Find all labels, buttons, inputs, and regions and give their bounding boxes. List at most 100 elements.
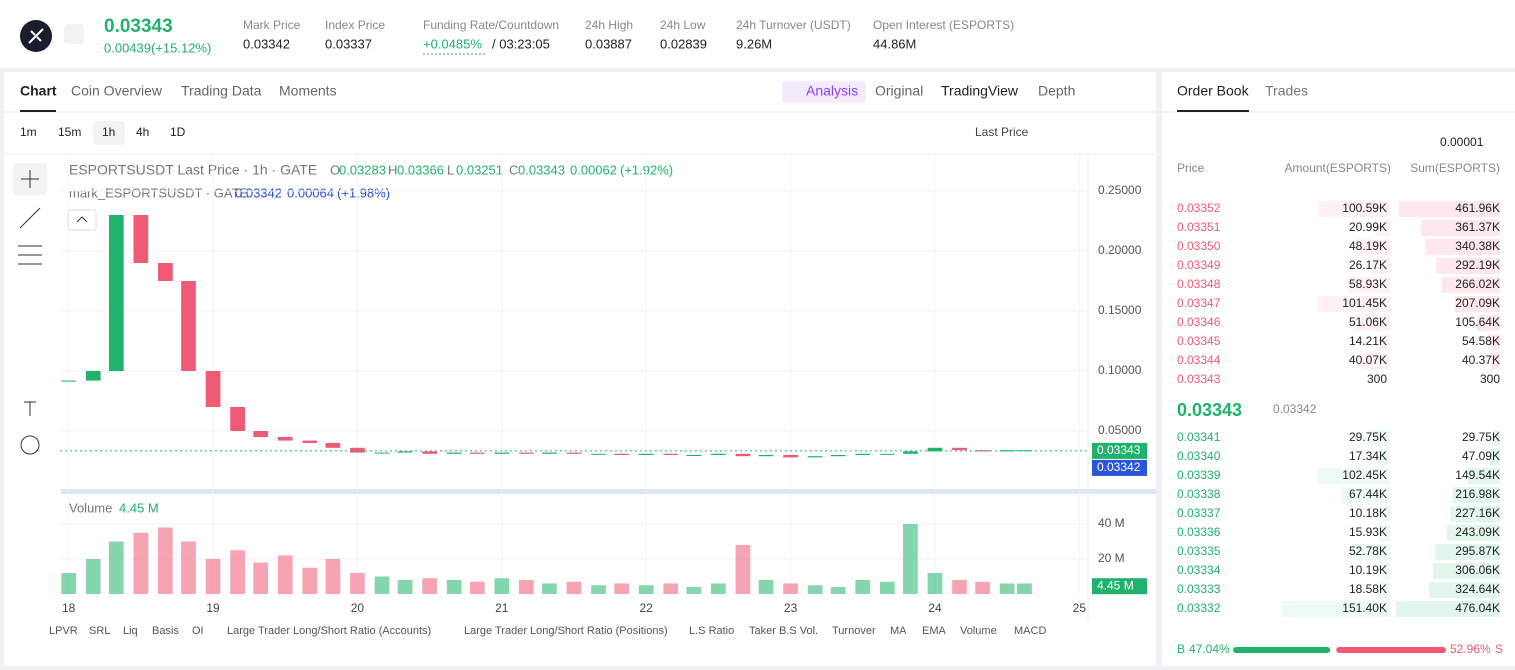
- channel-tool[interactable]: [18, 245, 42, 265]
- candle: [397, 451, 413, 453]
- ob-mid-mark: 0.03342: [1273, 402, 1317, 416]
- view-tab[interactable]: Analysis: [806, 83, 858, 99]
- stat-value: 0.03887: [585, 36, 632, 51]
- interval-active: [93, 121, 125, 145]
- indicator[interactable]: SRL: [89, 625, 110, 637]
- candle: [591, 453, 606, 455]
- x-tick-label: 18: [62, 601, 76, 615]
- mark-value: 0.03342: [235, 185, 282, 200]
- buy-ratio-bar: [1233, 647, 1331, 653]
- candle: [758, 455, 774, 457]
- collapse-button[interactable]: [67, 209, 97, 231]
- ob-tab[interactable]: Order Book: [1177, 83, 1250, 99]
- chart-tab[interactable]: Chart: [20, 83, 57, 99]
- interval[interactable]: 1D: [170, 125, 186, 139]
- indicator[interactable]: Volume: [960, 625, 997, 637]
- volume-bar: [542, 583, 557, 594]
- candle: [663, 453, 679, 455]
- volume-bar: [927, 572, 943, 594]
- interval[interactable]: 15m: [58, 125, 81, 139]
- view-tab[interactable]: Original: [875, 83, 923, 99]
- indicator[interactable]: LPVR: [49, 625, 78, 637]
- indicator[interactable]: Taker B.S Vol.: [749, 625, 818, 637]
- candle: [374, 452, 390, 454]
- x-tick-label: 20: [351, 601, 365, 615]
- favorite[interactable]: [64, 24, 84, 44]
- ob-price: 0.03341: [1177, 430, 1221, 444]
- indicator[interactable]: OI: [192, 625, 204, 637]
- amount-bar: [1355, 239, 1390, 255]
- price-change: 0.00439(+15.12%): [104, 40, 211, 55]
- indicator[interactable]: Basis: [152, 625, 179, 637]
- price-type[interactable]: Last Price: [975, 125, 1029, 139]
- logo-glyph: [28, 28, 44, 44]
- ob-amount: 151.40K: [1342, 601, 1387, 615]
- sum-bar: [1489, 449, 1500, 465]
- volume-bar: [903, 523, 918, 594]
- ob-sum: 207.09K: [1455, 296, 1500, 310]
- amount-bar: [1368, 430, 1390, 446]
- ob-tab[interactable]: Trades: [1265, 83, 1308, 99]
- ob-amount: 101.45K: [1342, 296, 1387, 310]
- emoji-tool[interactable]: [20, 435, 40, 455]
- interval[interactable]: 1m: [20, 125, 37, 139]
- chart-tab[interactable]: Coin Overview: [71, 83, 163, 99]
- candle: [879, 453, 895, 455]
- volume-bar: [277, 555, 293, 594]
- indicator[interactable]: L.S Ratio: [689, 625, 734, 637]
- mark-change: 0.00064: [287, 185, 334, 200]
- volume-bar: [1017, 583, 1032, 594]
- mark-price-box: [1092, 459, 1147, 476]
- text-tool[interactable]: [24, 401, 36, 416]
- indicator[interactable]: Large Trader Long/Short Ratio (Positions…: [464, 625, 668, 637]
- ob-amount: 20.99K: [1349, 220, 1387, 234]
- indicator[interactable]: Large Trader Long/Short Ratio (Accounts): [227, 625, 431, 637]
- ob-price: 0.03336: [1177, 525, 1221, 539]
- analysis-bg: [782, 81, 866, 103]
- indicator[interactable]: MA: [890, 625, 907, 637]
- line-tool[interactable]: [19, 207, 41, 229]
- chart-tab[interactable]: Trading Data: [181, 83, 262, 99]
- candle: [855, 453, 871, 455]
- view-tab[interactable]: TradingView: [941, 83, 1019, 99]
- indicator[interactable]: Turnover: [832, 625, 876, 637]
- volume-bar: [350, 572, 365, 594]
- interval[interactable]: 1h: [102, 125, 115, 139]
- y-tick-label: 0.05000: [1098, 423, 1142, 437]
- candle: [325, 443, 341, 448]
- ob-precision[interactable]: 0.00001: [1440, 135, 1484, 149]
- amount-bar: [1379, 334, 1390, 350]
- stat-label: Mark Price: [243, 18, 301, 32]
- stat-value: 0.03337: [325, 36, 372, 51]
- candle: [614, 453, 630, 455]
- indicator[interactable]: Liq: [123, 625, 138, 637]
- sum-bar: [1421, 220, 1500, 236]
- crosshair-tool[interactable]: [21, 170, 39, 188]
- indicator[interactable]: EMA: [922, 625, 947, 637]
- ob-price: 0.03351: [1177, 220, 1221, 234]
- indicator[interactable]: MACD: [1014, 625, 1046, 637]
- view-tab[interactable]: Depth: [1038, 83, 1075, 99]
- interval[interactable]: 4h: [136, 125, 149, 139]
- candle: [807, 456, 823, 458]
- ohlc-key: L: [447, 162, 454, 177]
- ob-sum: 243.09K: [1455, 525, 1500, 539]
- chart-tab[interactable]: Moments: [279, 83, 337, 99]
- sum-bar: [1396, 601, 1500, 617]
- y-tick-label: 0.25000: [1098, 183, 1142, 197]
- ob-price: 0.03344: [1177, 353, 1221, 367]
- volume-bar: [397, 579, 413, 594]
- volume-bar: [325, 558, 341, 594]
- candle: [566, 452, 582, 454]
- volume-bar: [999, 583, 1015, 594]
- ob-amount: 15.93K: [1349, 525, 1387, 539]
- header-bg: [0, 0, 1515, 68]
- candle: [542, 452, 557, 454]
- ob-col: Price: [1177, 161, 1205, 175]
- ob-price: 0.03339: [1177, 468, 1221, 482]
- ob-price: 0.03332: [1177, 601, 1221, 615]
- legend-symbol: ESPORTSUSDT Last Price · 1h · GATE: [69, 162, 317, 178]
- candle: [494, 452, 510, 454]
- ohlc-value: 0.03343: [518, 162, 565, 177]
